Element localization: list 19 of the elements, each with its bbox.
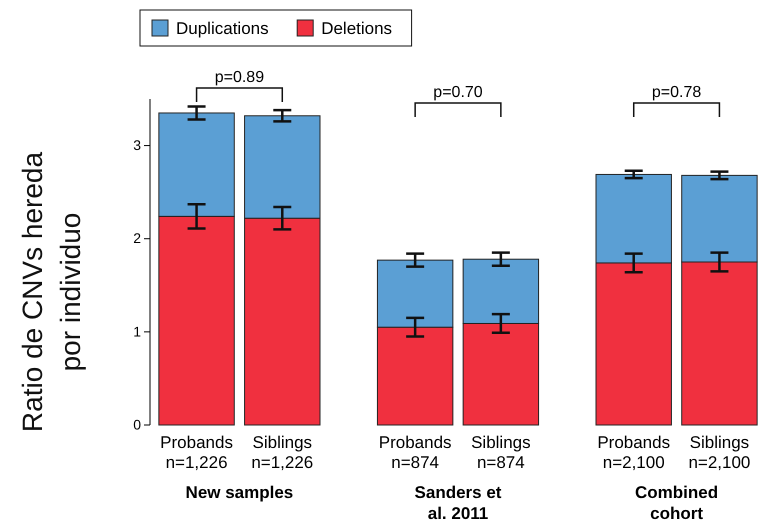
y-tick-label: 2 (133, 230, 142, 246)
y-tick-label: 1 (133, 323, 142, 340)
y-axis-title: Ratio de CNVs hereda por individuo (17, 152, 86, 432)
x-tick-label: Probands n=874 (378, 433, 452, 472)
legend-label: Deletions (321, 19, 392, 38)
y-tick-label: 0 (133, 416, 142, 432)
annotation: p=0.78 (652, 84, 702, 101)
x-tick-label: Siblings n=1,226 (251, 433, 314, 472)
legend-label: Duplications (176, 19, 269, 38)
text: Sanders et al. 2011 (414, 483, 502, 523)
text: p=0.89 (214, 69, 264, 86)
x-tick-label: Probands n=2,100 (597, 433, 670, 472)
x-tick-label: Probands n=1,226 (160, 433, 233, 472)
text: Combined cohort (635, 483, 718, 523)
x-tick-label: Siblings n=874 (471, 433, 531, 472)
x-tick-label: Siblings n=2,100 (688, 433, 750, 472)
text: New samples (186, 483, 294, 502)
annotation: p=0.70 (433, 84, 483, 101)
y-tick-label: 3 (133, 137, 142, 154)
